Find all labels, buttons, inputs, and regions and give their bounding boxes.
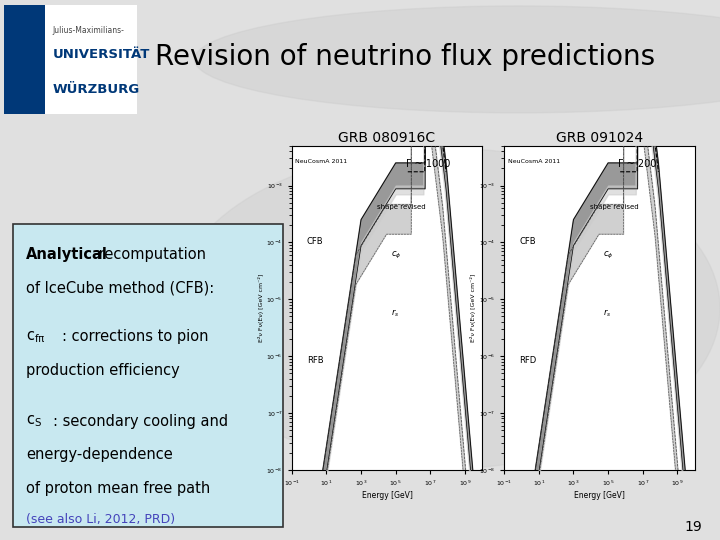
Bar: [4, 5, 45, 114]
Text: UNIVERSITÄT: UNIVERSITÄT: [53, 48, 150, 60]
Text: CFB: CFB: [519, 237, 536, 246]
Text: WÜRZBURG: WÜRZBURG: [53, 83, 140, 96]
Text: Revision of neutrino flux predictions: Revision of neutrino flux predictions: [155, 43, 655, 71]
Y-axis label: E²ν Fν(Eν) [GeV cm⁻²]: E²ν Fν(Eν) [GeV cm⁻²]: [470, 274, 476, 342]
X-axis label: Energy [GeV]: Energy [GeV]: [361, 491, 413, 500]
Text: CFB: CFB: [307, 237, 323, 246]
Title: GRB 080916C: GRB 080916C: [338, 131, 436, 145]
Text: of IceCube method (CFB):: of IceCube method (CFB):: [26, 281, 214, 296]
FancyBboxPatch shape: [13, 224, 283, 528]
Text: shape revised: shape revised: [377, 204, 426, 210]
Text: 19: 19: [684, 519, 702, 534]
Y-axis label: E²ν Fν(Eν) [GeV cm⁻²]: E²ν Fν(Eν) [GeV cm⁻²]: [258, 274, 264, 342]
Circle shape: [173, 148, 720, 468]
Text: production efficiency: production efficiency: [26, 363, 180, 378]
Text: $r_s$: $r_s$: [603, 308, 611, 319]
Text: $c_\phi$: $c_\phi$: [603, 249, 613, 261]
Circle shape: [194, 6, 720, 113]
Text: Julius-Maximilians-: Julius-Maximilians-: [53, 26, 125, 35]
Text: : secondary cooling and: : secondary cooling and: [53, 414, 228, 429]
X-axis label: Energy [GeV]: Energy [GeV]: [574, 491, 625, 500]
Text: shape revised: shape revised: [590, 204, 639, 210]
Text: $r_s$: $r_s$: [391, 308, 399, 319]
Text: : corrections to pion: : corrections to pion: [62, 329, 208, 345]
Text: c$_{\mathregular{S}}$: c$_{\mathregular{S}}$: [26, 414, 42, 429]
Title: GRB 091024: GRB 091024: [556, 131, 643, 145]
Text: energy-dependence: energy-dependence: [26, 447, 173, 462]
Text: of proton mean free path: of proton mean free path: [26, 481, 210, 496]
Text: RFD: RFD: [519, 356, 536, 366]
Text: Γ ~ 1000: Γ ~ 1000: [406, 159, 451, 169]
Text: (see also Li, 2012, PRD): (see also Li, 2012, PRD): [26, 512, 175, 525]
Text: RFB: RFB: [307, 356, 323, 366]
Text: c$_{\mathregular{f\pi}}$: c$_{\mathregular{f\pi}}$: [26, 329, 45, 345]
Text: NeuCosmA 2011: NeuCosmA 2011: [508, 159, 560, 164]
Bar: [4, 5, 137, 114]
Text: NeuCosmA 2011: NeuCosmA 2011: [295, 159, 348, 164]
Text: Γ ~ 200: Γ ~ 200: [618, 159, 657, 169]
Text: Analytical: Analytical: [26, 247, 108, 262]
Text: $c_\phi$: $c_\phi$: [391, 249, 401, 261]
Text: recomputation: recomputation: [94, 247, 206, 262]
